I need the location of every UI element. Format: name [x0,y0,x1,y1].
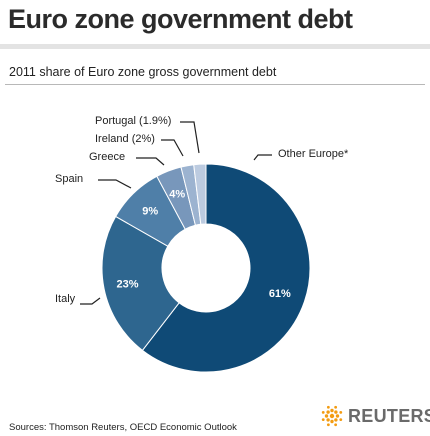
leader-line-spain [98,179,132,189]
category-label-spain: Spain [55,173,83,185]
slice-italy [101,215,180,352]
slice-portugal [193,163,207,225]
slice-other-europe [141,163,311,373]
category-label-italy: Italy [55,293,76,305]
title-divider [0,44,430,49]
data-label-spain: 9% [142,206,158,218]
category-label-ireland: Ireland (2%) [95,133,155,145]
reuters-logo-text: REUTERS [348,405,430,426]
reuters-dot-logo-icon [321,405,343,427]
data-label-greece: 4% [169,188,185,200]
leader-line-ireland [161,139,184,157]
data-label-other-europe: 61% [269,288,291,300]
category-label-greece: Greece [89,151,125,163]
reuters-logo: REUTERS [320,404,430,428]
leader-line-greece [136,157,165,166]
chart-title: Euro zone government debt [8,4,353,34]
source-note: Sources: Thomson Reuters, OECD Economic … [9,422,237,433]
chart-subtitle: 2011 share of Euro zone gross government… [9,65,277,79]
leader-line-italy [80,297,101,305]
subtitle-divider [5,84,425,85]
category-label-portugal: Portugal (1.9%) [95,115,171,127]
leader-line-other-europe [253,154,272,161]
leader-line-portugal [180,121,200,154]
category-label-other-europe: Other Europe* [278,148,349,160]
data-label-italy: 23% [117,279,139,291]
